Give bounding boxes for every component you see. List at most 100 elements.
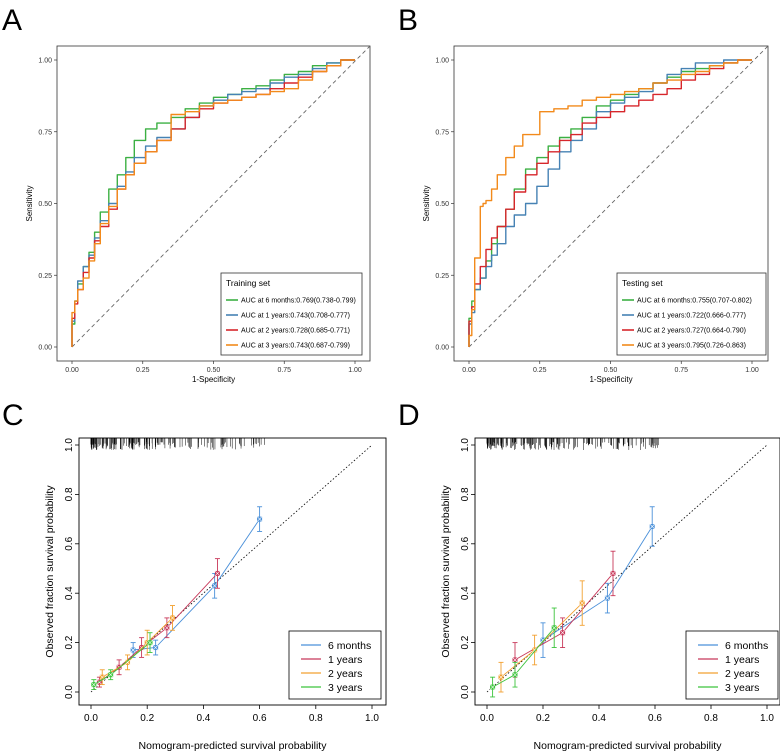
x-tick-label: 0.6 [253,713,267,724]
y-tick-label: 0.25 [435,273,449,280]
legend-entry: AUC at 1 years:0.743(0.708-0.777) [241,313,350,320]
x-tick-label: 1.0 [760,713,774,724]
y-tick-label: 0.50 [435,201,449,208]
point-cross [512,657,518,663]
legend-entry: AUC at 1 years:0.722(0.666-0.777) [637,313,746,320]
reference-diagonal [71,45,371,348]
y-axis-label: Observed fraction survival probability [440,485,452,658]
legend-box [220,272,363,356]
y-tick-label: 0.2 [64,635,75,649]
legend-box [616,272,767,356]
y-tick-label: 0.8 [460,487,471,501]
y-tick-label: 0.2 [460,635,471,649]
point-cross [164,625,170,631]
roc-curve-3 [468,59,752,347]
x-tick-label: 0.75 [674,367,688,374]
point-cross [138,644,145,651]
y-tick-label: 0.75 [435,129,449,136]
point-cross [107,671,114,678]
calibration-line-1 [542,526,653,641]
x-tick-label: 1.0 [365,713,379,724]
point-cross [152,644,159,651]
point-cross [498,674,504,680]
point-cross [610,570,616,577]
legend-entry: 1 years [328,654,362,666]
x-tick-label: 0.25 [533,367,547,374]
legend-title: Training set [226,278,271,288]
legend-box [685,630,779,700]
y-tick-label: 0.4 [64,586,75,600]
point-cross [551,625,557,631]
y-tick-label: 0.00 [38,345,52,352]
y-tick-label: 0.0 [460,685,471,699]
x-tick-label: 1.00 [745,367,759,374]
y-tick-label: 1.00 [435,58,449,65]
x-tick-label: 0.4 [592,713,606,724]
y-tick-label: 0.25 [38,273,52,280]
x-tick-label: 0.8 [309,713,323,724]
point-cross [147,639,153,646]
x-tick-label: 0.50 [207,367,221,374]
point-cross [169,615,176,621]
legend-entry: AUC at 6 months:0.769(0.738-0.799) [241,298,356,305]
x-tick-label: 0.00 [65,367,79,374]
calibration-training-panel: 0.0 0.2 0.4 0.6 0.8 1.0 0.0 0.2 0.4 0.6 0.8 1.0 Nomo… [44,437,387,752]
roc-training-panel: 0.00 0.25 0.50 0.75 1.00 0.00 0.25 0.50 0.75 1.00… [25,45,371,384]
legend-entry: 6 months [725,640,768,652]
point-cross [559,630,566,636]
x-tick-label: 0.50 [604,367,618,374]
point-cross [512,671,518,678]
x-axis-label: Nomogram-predicted survival probability [534,740,723,752]
legend-entry: AUC at 2 years:0.727(0.664-0.790) [637,328,746,335]
legend-entry: AUC at 3 years:0.743(0.687-0.799) [241,343,350,350]
y-axis-label: Sensitivity [422,185,431,221]
point-cross [604,595,611,601]
reference-diagonal [468,45,769,348]
y-axis-label: Sensitivity [25,185,34,221]
x-tick-label: 0.75 [277,367,291,374]
point-cross [540,637,546,643]
x-tick-label: 0.8 [704,713,718,724]
calibration-line-3 [101,617,173,678]
point-cross [91,681,97,688]
legend-title: Testing set [622,278,663,288]
point-cross [579,600,585,606]
roc-curve-4 [468,59,752,347]
panel-label-c: C [2,399,24,432]
panel-label-d: D [398,399,420,432]
y-tick-label: 0.6 [64,536,75,550]
y-tick-label: 1.00 [38,58,52,65]
panel-label-a: A [2,4,22,37]
plot-frame [78,437,387,706]
roc-testing-panel: 0.00 0.25 0.50 0.75 1.00 0.00 0.25 0.50 0.75 1.00… [422,45,769,384]
point-cross [124,659,131,666]
legend-box [288,630,382,700]
point-cross [256,516,263,522]
y-tick-label: 0.4 [460,586,471,600]
point-cross [649,523,655,530]
x-tick-label: 0.00 [462,367,476,374]
x-tick-label: 0.2 [140,713,154,724]
roc-curve-4 [71,59,355,347]
point-cross [489,684,496,690]
point-cross [99,674,105,680]
point-cross [531,647,538,653]
x-axis-label: 1-Specificity [192,375,235,384]
x-tick-label: 0.4 [196,713,210,724]
panel-label-b: B [398,4,418,37]
reference-diagonal [90,444,373,693]
legend-entry: 3 years [328,682,362,694]
y-tick-label: 0.0 [64,685,75,699]
reference-diagonal [486,444,768,693]
x-tick-label: 1.00 [348,367,362,374]
x-tick-label: 0.2 [536,713,550,724]
legend-entry: AUC at 6 months:0.755(0.707-0.802) [637,298,752,305]
point-cross [214,570,221,577]
y-tick-label: 0.8 [64,487,75,501]
y-tick-label: 0.75 [38,129,52,136]
legend-entry: 1 years [725,654,759,666]
calibration-line-2 [514,573,614,661]
legend-entry: AUC at 2 years:0.728(0.685-0.771) [241,328,350,335]
y-axis-label: Observed fraction survival probability [44,485,56,658]
point-cross [211,583,218,589]
